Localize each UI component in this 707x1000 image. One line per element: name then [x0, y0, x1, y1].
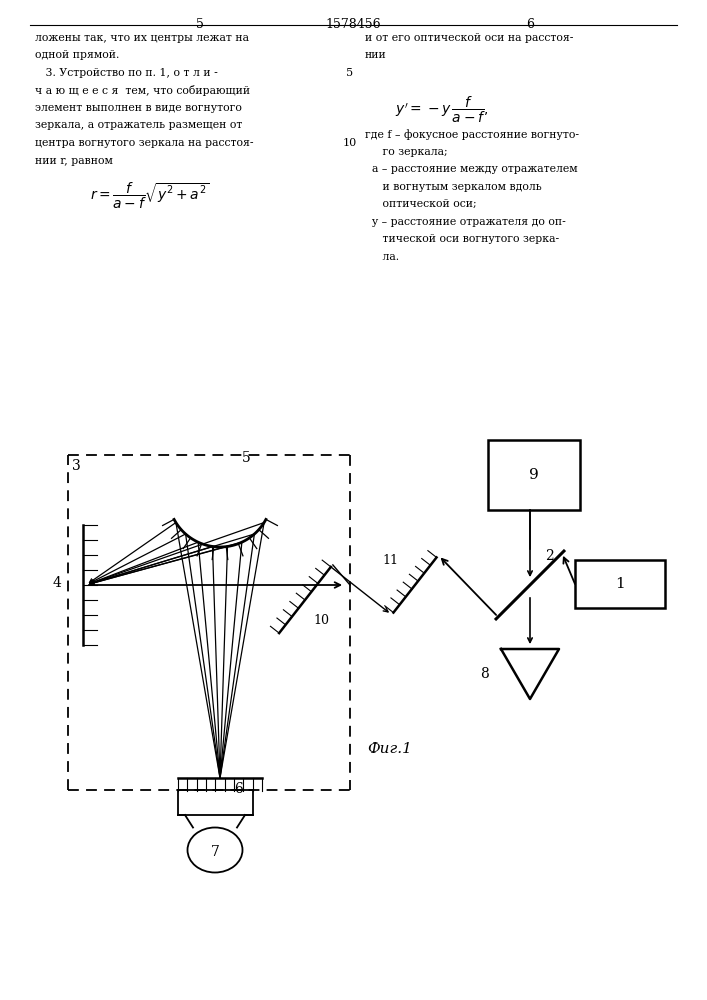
Text: ч а ю щ е е с я  тем, что собирающий: ч а ю щ е е с я тем, что собирающий [35, 86, 250, 97]
Text: 11: 11 [382, 554, 398, 567]
Text: 7: 7 [211, 845, 219, 859]
Text: где f – фокусное расстояние вогнуто-: где f – фокусное расстояние вогнуто- [365, 129, 579, 140]
Text: 10: 10 [313, 614, 329, 627]
Text: 10: 10 [343, 138, 357, 148]
Text: центра вогнутого зеркала на расстоя-: центра вогнутого зеркала на расстоя- [35, 138, 254, 148]
Text: 2: 2 [545, 549, 554, 563]
Text: нии r, равном: нии r, равном [35, 155, 113, 165]
Text: 5: 5 [242, 451, 251, 465]
Bar [177, 790, 252, 815]
Text: ла.: ла. [365, 252, 399, 262]
Text: элемент выполнен в виде вогнутого: элемент выполнен в виде вогнутого [35, 103, 242, 113]
Text: и от его оптической оси на расстоя-: и от его оптической оси на расстоя- [365, 33, 573, 43]
Text: Фиг.1: Фиг.1 [368, 742, 412, 756]
Text: тической оси вогнутого зерка-: тической оси вогнутого зерка- [365, 234, 559, 244]
Text: 3: 3 [72, 459, 81, 473]
Text: нии: нии [365, 50, 387, 60]
Text: y – расстояние отражателя до оп-: y – расстояние отражателя до оп- [365, 217, 566, 227]
Text: $r = \dfrac{f}{a - f}\sqrt{y^2 + a^2}$: $r = \dfrac{f}{a - f}\sqrt{y^2 + a^2}$ [90, 181, 209, 211]
Text: 3. Устройство по п. 1, о т л и -: 3. Устройство по п. 1, о т л и - [35, 68, 218, 78]
Bar [488, 440, 580, 510]
Text: и вогнутым зеркалом вдоль: и вогнутым зеркалом вдоль [365, 182, 542, 192]
Text: a – расстояние между отражателем: a – расстояние между отражателем [365, 164, 578, 174]
Text: 8: 8 [480, 667, 489, 681]
Text: 5: 5 [346, 68, 354, 78]
Text: 1: 1 [615, 577, 625, 591]
Text: 9: 9 [529, 468, 539, 482]
Text: одной прямой.: одной прямой. [35, 50, 119, 60]
Text: 6: 6 [526, 18, 534, 31]
Text: го зеркала;: го зеркала; [365, 147, 448, 157]
Text: 1578456: 1578456 [325, 18, 381, 31]
Text: $y' = -y\,\dfrac{f}{a - f},$: $y' = -y\,\dfrac{f}{a - f},$ [395, 94, 489, 125]
Text: ложены так, что их центры лежат на: ложены так, что их центры лежат на [35, 33, 249, 43]
Text: 5: 5 [196, 18, 204, 31]
Text: оптической оси;: оптической оси; [365, 199, 477, 209]
Text: 4: 4 [52, 576, 61, 590]
Text: зеркала, а отражатель размещен от: зеркала, а отражатель размещен от [35, 120, 243, 130]
Text: 6: 6 [234, 782, 243, 796]
Bar [575, 560, 665, 608]
